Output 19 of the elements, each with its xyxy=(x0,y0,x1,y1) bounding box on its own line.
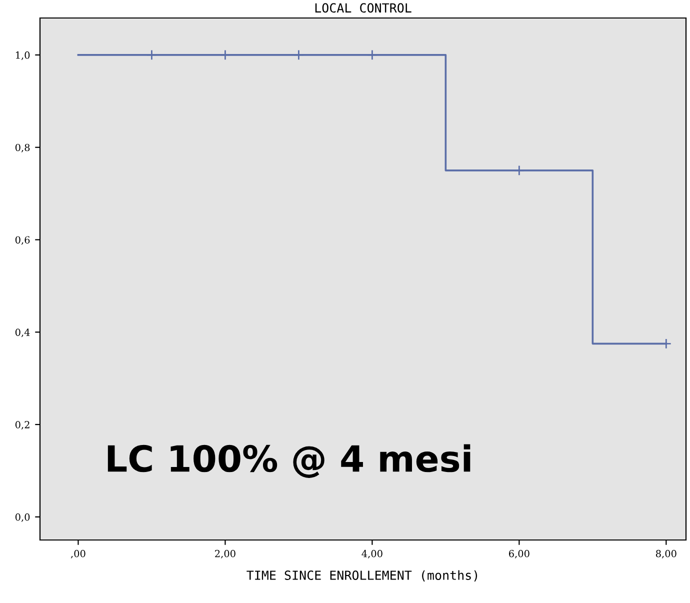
x-tick-label: 2,00 xyxy=(215,550,236,558)
x-tick-label: 6,00 xyxy=(509,550,530,558)
y-tick-label: 0,2 xyxy=(15,420,30,430)
point xyxy=(514,165,525,176)
x-tick-label: 8,00 xyxy=(656,550,676,558)
annotation: LC 100% @ 4 mesi xyxy=(108,444,470,478)
point xyxy=(220,50,231,60)
x-tick-label: ,00 xyxy=(70,550,86,558)
y-tick-label: 0,6 xyxy=(15,236,30,245)
point xyxy=(146,50,158,60)
y-tick-label: 0,0 xyxy=(15,513,30,522)
x-tick-label: 4,00 xyxy=(362,550,382,558)
point xyxy=(366,50,378,60)
y-tick-label: 1,0 xyxy=(16,51,30,60)
y-tick-label: 0,8 xyxy=(15,144,30,152)
point xyxy=(293,50,304,60)
y-tick-label: 0,4 xyxy=(15,328,30,338)
x-axis-title: TIME SINCE ENROLLEMENT (months) xyxy=(246,570,478,582)
chart-title: LOCAL CONTROL xyxy=(315,3,412,13)
